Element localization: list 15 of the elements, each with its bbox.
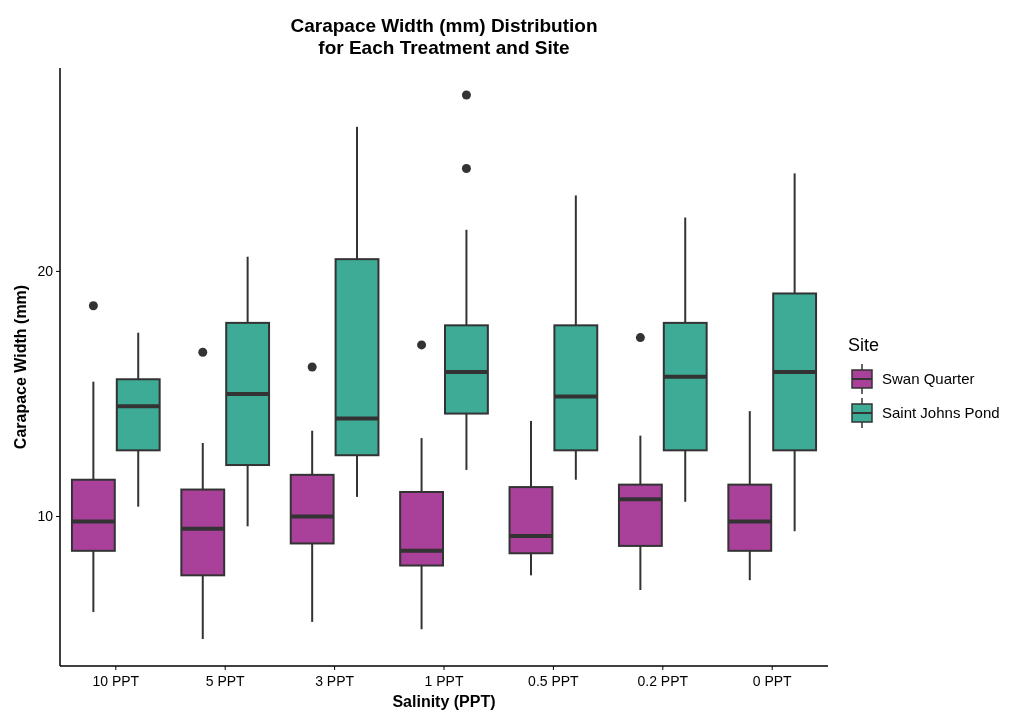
x-tick-label: 0 PPT bbox=[752, 673, 793, 689]
x-tick-label: 3 PPT bbox=[315, 673, 355, 689]
legend-title: Site bbox=[848, 335, 880, 355]
legend-label: Swan Quarter bbox=[882, 370, 975, 388]
y-tick-label: 10 bbox=[37, 508, 54, 525]
x-tick-label: 1 PPT bbox=[424, 673, 464, 689]
x-tick-label: 0.5 PPT bbox=[528, 673, 580, 689]
x-tick-label: 0.2 PPT bbox=[637, 673, 689, 689]
x-tick-label: 5 PPT bbox=[205, 673, 246, 689]
x-tick-label: 10 PPT bbox=[92, 673, 140, 689]
y-tick-label: 20 bbox=[37, 263, 54, 280]
y-axis-title: Carapace Width (mm) bbox=[12, 284, 29, 450]
legend-label: Saint Johns Pond bbox=[882, 404, 1000, 422]
chart-title: Carapace Width (mm) Distribution for Each Treatment and Site bbox=[290, 15, 598, 58]
x-axis-title: Salinity (PPT) bbox=[392, 693, 496, 710]
